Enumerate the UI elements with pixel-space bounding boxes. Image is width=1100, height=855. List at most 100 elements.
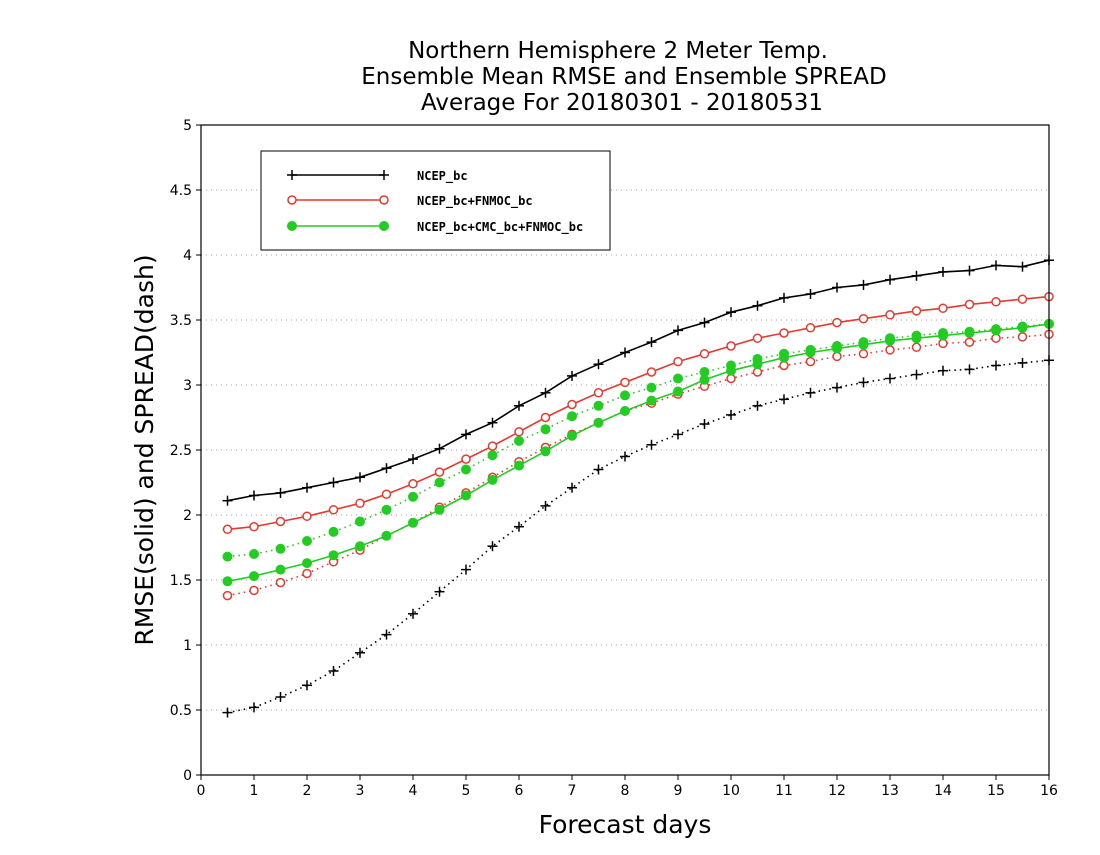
- data-point-rmse: [726, 365, 736, 376]
- data-point-spread: [487, 450, 498, 461]
- data-point-spread: [646, 382, 657, 393]
- data-point-rmse: [328, 477, 339, 488]
- data-point-spread: [832, 382, 842, 393]
- x-tick-label: 8: [621, 783, 630, 799]
- y-tick-label: 5: [183, 118, 192, 134]
- data-point-rmse: [567, 370, 577, 381]
- data-point-rmse: [964, 265, 975, 276]
- data-point-rmse: [408, 479, 418, 489]
- data-point-rmse: [487, 474, 498, 485]
- data-point-rmse: [1017, 322, 1028, 333]
- data-point-rmse: [514, 460, 524, 471]
- data-point-rmse: [938, 330, 948, 341]
- data-point-rmse: [646, 367, 657, 377]
- data-point-rmse: [911, 270, 922, 281]
- y-tick-label: 1: [183, 638, 192, 654]
- data-point-rmse: [991, 325, 1001, 336]
- data-point-rmse: [355, 472, 365, 483]
- y-tick-label: 0: [183, 768, 192, 784]
- data-point-spread: [805, 356, 816, 367]
- data-point-rmse: [832, 317, 842, 328]
- y-tick-label: 3.5: [170, 313, 192, 329]
- legend-marker: [287, 195, 297, 205]
- data-point-spread: [222, 707, 233, 718]
- data-point-spread: [911, 342, 922, 353]
- data-point-rmse: [249, 521, 259, 532]
- data-point-rmse: [249, 490, 259, 501]
- data-point-rmse: [938, 303, 948, 314]
- data-point-spread: [249, 549, 259, 559]
- x-axis-title: Forecast days: [539, 810, 712, 839]
- x-tick-label: 0: [197, 783, 206, 799]
- data-point-spread: [858, 349, 869, 359]
- legend-label-ncep-bc: NCEP_bc: [417, 169, 468, 184]
- data-point-rmse: [461, 490, 471, 501]
- data-point-rmse: [805, 289, 816, 299]
- data-point-rmse: [381, 489, 392, 499]
- data-point-rmse: [514, 427, 524, 437]
- data-point-spread: [514, 521, 524, 532]
- x-tick-label: 2: [303, 783, 312, 799]
- data-point-spread: [540, 424, 551, 435]
- series-line-rmse: [227, 295, 1050, 531]
- series-line-spread: [227, 359, 1050, 714]
- legend-marker: [379, 195, 389, 205]
- data-point-spread: [726, 409, 736, 420]
- data-point-rmse: [222, 576, 233, 587]
- data-point-rmse: [885, 335, 895, 346]
- data-point-spread: [381, 629, 392, 640]
- data-point-rmse: [858, 339, 869, 350]
- data-point-rmse: [991, 260, 1001, 271]
- data-point-rmse: [752, 359, 763, 370]
- data-point-spread: [885, 373, 895, 384]
- data-point-rmse: [832, 343, 842, 354]
- data-point-rmse: [726, 307, 736, 318]
- data-point-spread: [328, 526, 339, 537]
- series-line-rmse: [227, 323, 1050, 583]
- legend-entry-0: [287, 170, 389, 180]
- x-tick-label: 10: [722, 783, 740, 799]
- data-point-spread: [302, 680, 312, 691]
- data-point-spread: [275, 692, 286, 702]
- data-point-rmse: [355, 498, 365, 509]
- data-point-rmse: [832, 282, 842, 293]
- series-0-rmse: [222, 255, 1054, 506]
- x-tick-label: 12: [828, 783, 846, 799]
- y-tick-label: 2: [183, 508, 192, 524]
- data-point-rmse: [805, 347, 816, 358]
- data-point-rmse: [302, 558, 312, 569]
- data-point-rmse: [302, 511, 312, 522]
- data-point-spread: [752, 400, 763, 411]
- data-point-rmse: [487, 417, 498, 428]
- data-point-rmse: [620, 377, 630, 388]
- data-point-spread: [885, 345, 895, 355]
- data-point-spread: [328, 666, 339, 676]
- x-tick-label: 1: [250, 783, 259, 799]
- data-point-rmse: [779, 352, 789, 363]
- data-point-rmse: [805, 323, 816, 333]
- data-point-spread: [593, 464, 604, 475]
- data-point-rmse: [381, 463, 392, 474]
- data-point-rmse: [567, 399, 577, 410]
- data-point-rmse: [911, 306, 922, 316]
- x-tick-label: 16: [1040, 783, 1058, 799]
- data-point-rmse: [434, 467, 445, 477]
- data-point-rmse: [275, 564, 286, 575]
- x-tick-label: 13: [881, 783, 899, 799]
- legend-label-ncep-cmc-fnmoc: NCEP_bc+CMC_bc+FNMOC_bc: [417, 220, 583, 235]
- data-point-rmse: [328, 505, 339, 515]
- x-tick-label: 4: [409, 783, 418, 799]
- chart-title-line-2: Ensemble Mean RMSE and Ensemble SPREAD: [361, 64, 886, 90]
- legend: NCEP_bc NCEP_bc+FNMOC_bc NCEP_bc+CMC_bc+…: [260, 150, 611, 251]
- data-point-spread: [461, 564, 471, 575]
- data-point-rmse: [1017, 261, 1028, 272]
- x-tick-label: 11: [775, 783, 793, 799]
- legend-entries: [287, 170, 389, 231]
- data-point-spread: [991, 333, 1001, 343]
- x-tick-label: 6: [515, 783, 524, 799]
- y-tick-label: 3: [183, 378, 192, 394]
- y-tick-label: 1.5: [170, 573, 192, 589]
- data-point-spread: [938, 365, 948, 376]
- data-point-spread: [222, 590, 233, 601]
